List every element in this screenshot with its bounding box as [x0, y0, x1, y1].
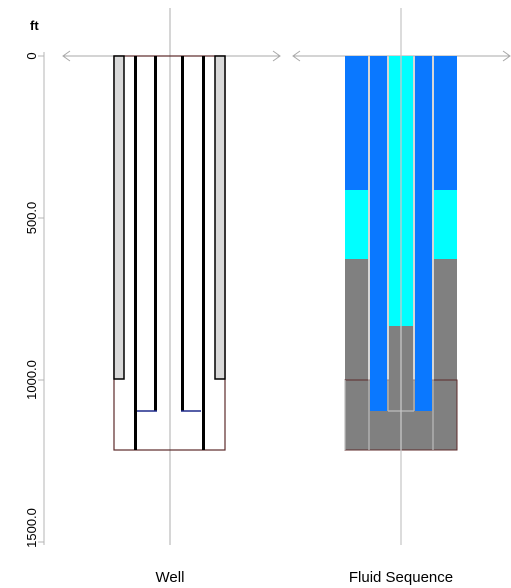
inner-casing-left: [134, 56, 137, 450]
panel-label-well: Well: [156, 569, 185, 586]
fluid-annulus-right-cyan: [434, 190, 457, 259]
inner-casing-right: [202, 56, 205, 450]
outer-casing-left: [113, 55, 125, 380]
tubing-left: [154, 56, 157, 411]
fluid-wall-lines: [344, 56, 434, 450]
depth-tick-label: 0: [24, 52, 39, 59]
well-panel: Well: [62, 8, 281, 586]
fluid-panel: Fluid Sequence: [292, 8, 511, 586]
depth-tick-label: 1500.0: [24, 508, 39, 548]
depth-unit-label: ft: [30, 18, 39, 33]
fluid-annulus-right-blue: [434, 56, 457, 190]
fluid-annulus-left-cyan: [345, 190, 368, 259]
depth-tick-label: 500.0: [24, 202, 39, 235]
fluid-annulus-left-gray: [345, 259, 368, 380]
depth-tick-label: 1000.0: [24, 360, 39, 400]
depth-axis: 0 500.0 1000.0 1500.0: [24, 52, 45, 548]
fluid-inner-right-blue: [415, 56, 432, 411]
outer-casing-right: [214, 55, 226, 380]
fluid-annulus-left-blue: [345, 56, 368, 190]
fluid-annulus-right-gray: [434, 259, 457, 380]
tubing-right: [181, 56, 184, 411]
panel-label-fluid-sequence: Fluid Sequence: [349, 569, 453, 586]
fluid-inner-left-blue: [370, 56, 387, 411]
